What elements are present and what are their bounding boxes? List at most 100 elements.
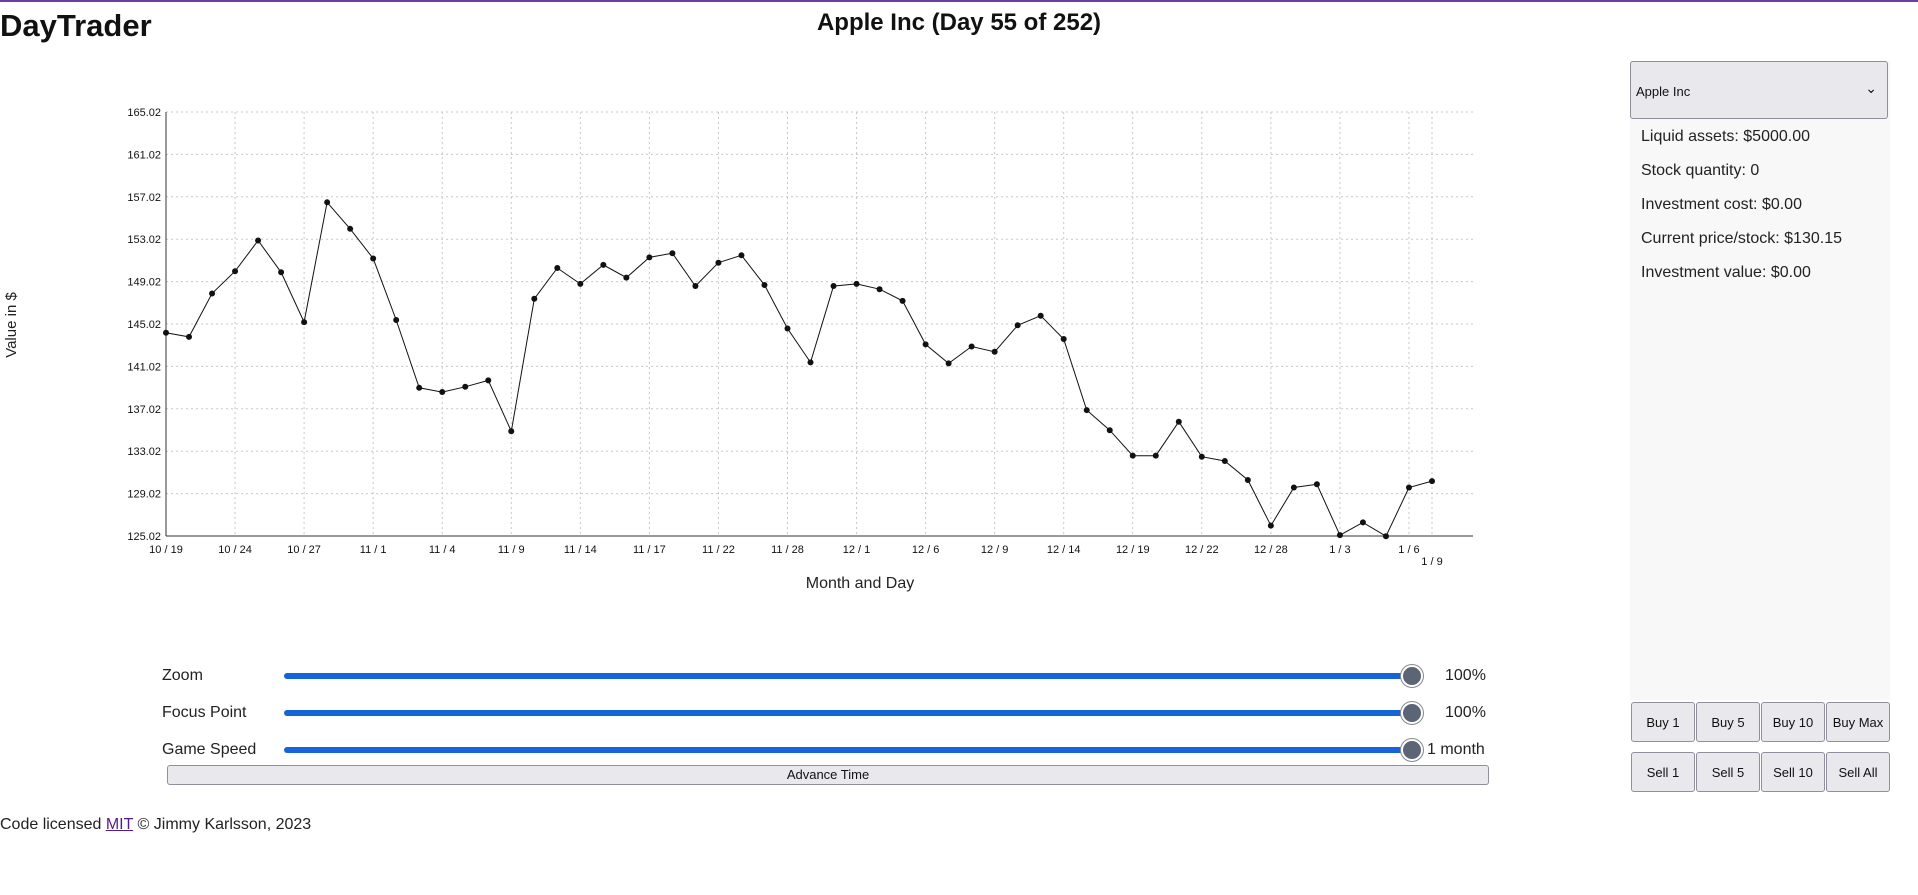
chart-series — [163, 199, 1435, 540]
price-point — [1152, 452, 1159, 459]
x-tick-label: 12 / 28 — [1254, 544, 1288, 556]
price-point — [945, 360, 952, 367]
y-tick-label: 125.02 — [127, 531, 161, 543]
speed-slider-thumb[interactable] — [1401, 739, 1423, 761]
x-tick-label: 1 / 3 — [1329, 544, 1350, 556]
focus-slider[interactable] — [284, 702, 1423, 724]
y-tick-label: 133.02 — [127, 446, 161, 458]
price-point — [1037, 312, 1044, 319]
price-point — [324, 199, 331, 206]
price-point — [462, 383, 469, 390]
y-tick-label: 137.02 — [127, 404, 161, 416]
price-point — [669, 250, 676, 257]
price-point — [646, 254, 653, 261]
x-tick-label: 11 / 22 — [702, 544, 735, 556]
buy-10-button[interactable]: Buy 10 — [1761, 702, 1825, 742]
chart-axes — [165, 112, 1473, 537]
price-point — [508, 428, 515, 435]
price-point — [1083, 407, 1090, 414]
price-point — [393, 316, 400, 323]
price-point — [692, 283, 699, 290]
price-point — [1290, 484, 1297, 491]
price-point — [784, 325, 791, 332]
price-point — [531, 295, 538, 302]
price-point — [991, 348, 998, 355]
price-point — [1429, 478, 1435, 485]
y-tick-label: 165.02 — [127, 107, 161, 119]
x-tick-label: 11 / 28 — [771, 544, 804, 556]
sell-10-button[interactable]: Sell 10 — [1761, 752, 1825, 792]
price-point — [416, 384, 423, 391]
price-chart: 165.02 161.02 157.02 153.02 149.02 145.02 141.… — [3, 107, 1473, 592]
speed-value: 1 month — [1427, 741, 1485, 758]
stock-select-value: Apple Inc — [1636, 84, 1691, 99]
price-point — [577, 280, 584, 287]
chevron-down-icon: ⌄ — [1865, 80, 1877, 96]
current-price: Current price/stock: $130.15 — [1641, 230, 1842, 247]
y-tick-label: 153.02 — [127, 234, 161, 246]
buy-5-button[interactable]: Buy 5 — [1696, 702, 1760, 742]
x-tick-label: 12 / 6 — [912, 544, 940, 556]
x-tick-label: 10 / 19 — [149, 544, 183, 556]
x-tick-label: 10 / 24 — [218, 544, 252, 556]
price-point — [807, 359, 814, 366]
focus-label: Focus Point — [162, 704, 247, 721]
x-tick-label: 12 / 22 — [1185, 544, 1219, 556]
price-point — [485, 377, 492, 384]
footer-suffix: © Jimmy Karlsson, 2023 — [133, 816, 312, 833]
x-tick-label: 1 / 9 — [1421, 556, 1442, 568]
y-axis-title: Value in $ — [3, 292, 20, 358]
focus-control: Focus Point 100% — [162, 701, 1492, 725]
price-point — [853, 280, 860, 287]
price-point — [1014, 322, 1021, 329]
y-tick-label: 149.02 — [127, 277, 161, 289]
price-point — [715, 259, 722, 266]
price-point — [554, 265, 561, 272]
price-series-line — [165, 201, 1433, 537]
investment-cost: Investment cost: $0.00 — [1641, 196, 1802, 213]
x-axis-title: Month and Day — [806, 575, 915, 592]
price-point — [1060, 336, 1067, 343]
price-point — [761, 281, 768, 288]
y-tick-label: 161.02 — [127, 149, 161, 161]
price-point — [968, 343, 975, 350]
price-point — [1267, 522, 1274, 529]
advance-time-button[interactable]: Advance Time — [167, 765, 1489, 785]
price-point — [163, 329, 169, 336]
price-point — [232, 268, 239, 275]
price-point — [876, 286, 883, 293]
price-point — [301, 319, 308, 326]
liquid-assets: Liquid assets: $5000.00 — [1641, 128, 1811, 145]
buy-max-button[interactable]: Buy Max — [1826, 702, 1890, 742]
focus-slider-thumb[interactable] — [1401, 702, 1423, 724]
price-point — [1244, 477, 1251, 484]
price-point — [1336, 532, 1343, 539]
price-point — [1198, 453, 1205, 460]
zoom-control: Zoom 100% — [162, 664, 1492, 688]
price-point — [439, 389, 446, 396]
buy-1-button[interactable]: Buy 1 — [1631, 702, 1695, 742]
speed-slider[interactable] — [284, 739, 1423, 761]
sell-1-button[interactable]: Sell 1 — [1631, 752, 1695, 792]
x-tick-label: 10 / 27 — [287, 544, 321, 556]
price-point — [1313, 481, 1320, 488]
stock-select[interactable]: Apple Inc ⌄ — [1630, 61, 1888, 119]
price-point — [1221, 457, 1228, 464]
price-point — [830, 283, 837, 290]
sell-all-button[interactable]: Sell All — [1826, 752, 1890, 792]
price-point — [347, 225, 354, 232]
price-point — [600, 261, 607, 268]
price-point — [922, 341, 929, 348]
price-point — [1129, 452, 1136, 459]
mit-license-link[interactable]: MIT — [105, 816, 134, 833]
footer: Code licensed MIT © Jimmy Karlsson, 2023 — [0, 816, 311, 834]
price-point — [1405, 484, 1412, 491]
zoom-slider-thumb[interactable] — [1401, 665, 1423, 687]
top-border — [0, 0, 1918, 2]
x-tick-label: 11 / 1 — [360, 544, 387, 556]
price-point — [899, 297, 906, 304]
zoom-slider[interactable] — [284, 665, 1423, 687]
y-tick-label: 141.02 — [127, 361, 161, 373]
x-tick-label: 11 / 9 — [498, 544, 525, 556]
sell-5-button[interactable]: Sell 5 — [1696, 752, 1760, 792]
